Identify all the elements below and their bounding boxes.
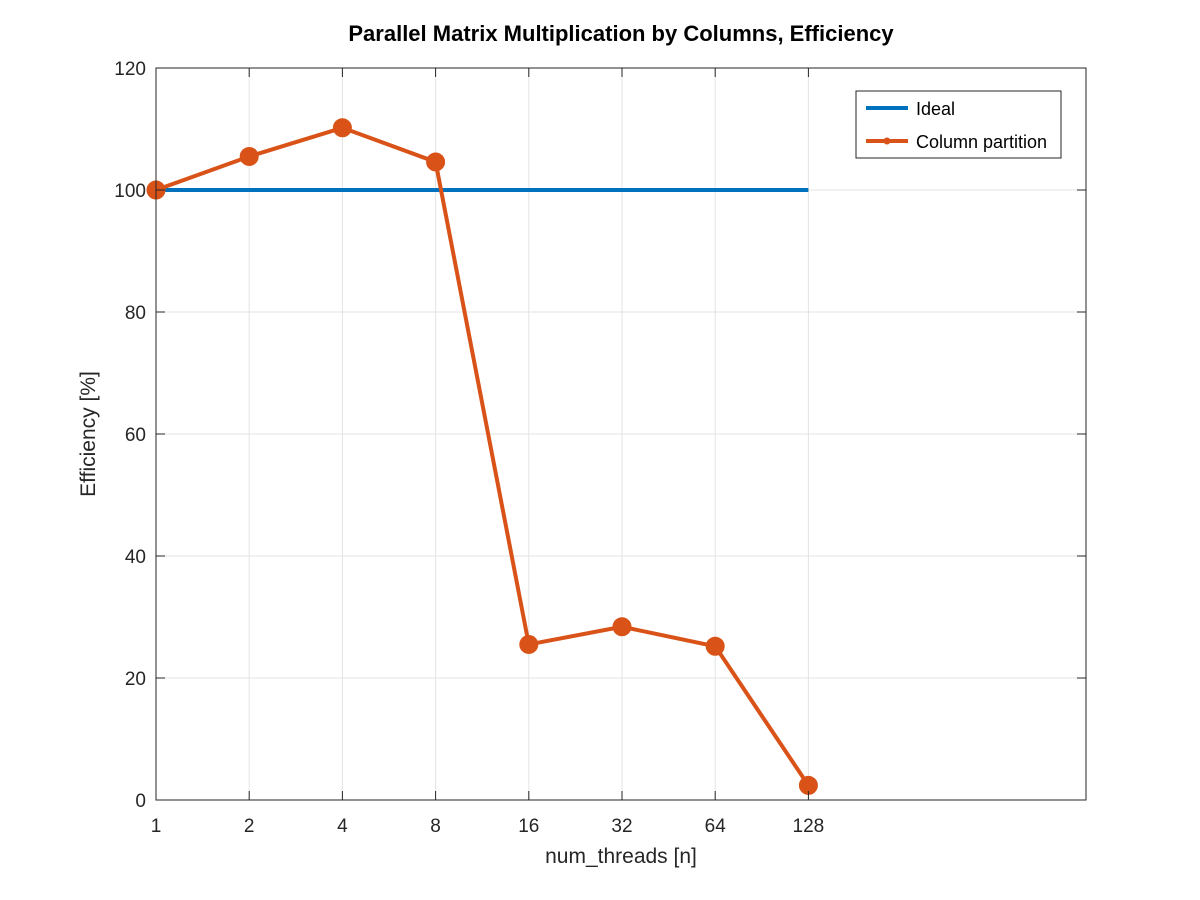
legend-marker-column-partition bbox=[883, 137, 891, 145]
y-tick-label-20: 20 bbox=[125, 669, 146, 690]
legend-box bbox=[855, 90, 1062, 159]
y-tick-label-40: 40 bbox=[125, 547, 146, 568]
x-tick-label-1: 1 bbox=[151, 816, 162, 837]
x-tick-label-2: 2 bbox=[244, 816, 255, 837]
x-tick-label-8: 8 bbox=[430, 816, 441, 837]
axis-ticks: 1 2 4 8 16 32 64 128 0 20 40 60 80 100 120 bbox=[114, 59, 1086, 837]
y-tick-label-0: 0 bbox=[135, 791, 146, 812]
series-line-column-partition bbox=[155, 125, 811, 787]
y-tick-label-100: 100 bbox=[114, 181, 146, 202]
data-point-column-partition-64 bbox=[705, 636, 725, 656]
legend: Ideal Column partition bbox=[855, 90, 1062, 159]
x-tick-label-4: 4 bbox=[337, 816, 348, 837]
x-tick-label-64: 64 bbox=[705, 816, 727, 837]
data-point-column-partition-8 bbox=[426, 152, 446, 172]
y-axis-label: Efficiency [%] bbox=[77, 371, 100, 497]
y-tick-label-120: 120 bbox=[114, 59, 146, 80]
legend-label-column-partition: Column partition bbox=[916, 132, 1047, 152]
data-point-column-partition-4 bbox=[332, 118, 352, 138]
x-tick-label-32: 32 bbox=[611, 816, 632, 837]
y-tick-label-60: 60 bbox=[125, 425, 146, 446]
y-tick-label-80: 80 bbox=[125, 303, 146, 324]
data-point-column-partition-32 bbox=[612, 617, 632, 637]
chart-title: Parallel Matrix Multiplication by Column… bbox=[348, 21, 894, 46]
x-axis-label: num_threads [n] bbox=[545, 845, 697, 868]
x-tick-label-128: 128 bbox=[793, 816, 825, 837]
data-point-column-partition-16 bbox=[519, 634, 539, 654]
legend-label-ideal: Ideal bbox=[916, 99, 955, 119]
x-tick-label-16: 16 bbox=[518, 816, 539, 837]
data-point-column-partition-2 bbox=[239, 146, 259, 166]
